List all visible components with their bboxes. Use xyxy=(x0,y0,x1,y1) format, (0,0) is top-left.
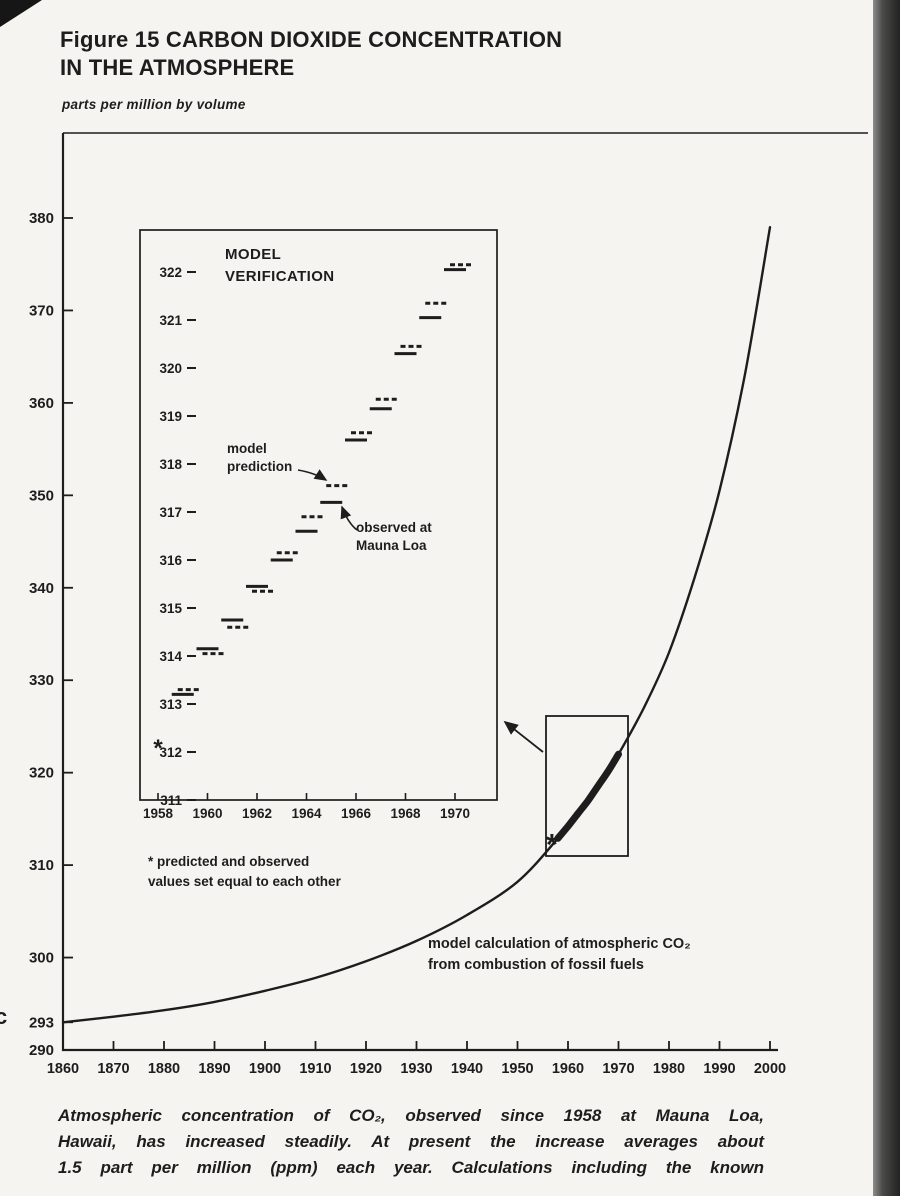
svg-text:293: 293 xyxy=(29,1014,54,1031)
svg-text:1966: 1966 xyxy=(341,806,372,821)
svg-text:1970: 1970 xyxy=(602,1061,634,1077)
svg-text:314: 314 xyxy=(159,649,182,664)
model-calculation-annotation: model calculation of atmospheric CO₂ fro… xyxy=(428,934,691,976)
svg-text:330: 330 xyxy=(29,672,54,689)
figure-title-line2: IN THE ATMOSPHERE xyxy=(60,55,295,81)
model-label-line1: model xyxy=(227,441,267,456)
svg-text:350: 350 xyxy=(29,487,54,504)
caption-line: Atmospheric concentration of CO₂, observ… xyxy=(58,1106,764,1125)
inset-title-line2: VERIFICATION xyxy=(225,267,335,285)
svg-text:1930: 1930 xyxy=(400,1061,432,1077)
svg-text:1950: 1950 xyxy=(501,1061,533,1077)
figure-title: Figure 15 CARBON DIOXIDE CONCENTRATION I… xyxy=(60,26,562,82)
scan-corner-artifact xyxy=(0,0,42,27)
svg-text:311: 311 xyxy=(160,793,182,808)
asterisk-footnote: * predicted and observed values set equa… xyxy=(148,852,341,891)
main-chart: 290 293 300 310 320 330 340 350 360 370 380 1860 187… xyxy=(29,132,868,1077)
svg-text:313: 313 xyxy=(159,697,182,712)
svg-text:290: 290 xyxy=(29,1042,54,1059)
svg-text:320: 320 xyxy=(159,361,182,376)
observed-label-arrow xyxy=(340,505,358,531)
curve-note-line2: from combustion of fossil fuels xyxy=(428,957,644,974)
y-axis-units-label: parts per million by volume xyxy=(62,97,246,112)
inset-chart-title: MODEL VERIFICATION xyxy=(225,244,335,288)
model-label-arrow xyxy=(297,469,328,481)
svg-text:1880: 1880 xyxy=(148,1061,180,1077)
footnote-line2: values set equal to each other xyxy=(148,873,341,889)
svg-text:2000: 2000 xyxy=(754,1061,786,1077)
inset-frame xyxy=(139,229,498,801)
svg-text:1940: 1940 xyxy=(451,1061,483,1077)
svg-text:312: 312 xyxy=(159,745,182,760)
svg-text:1920: 1920 xyxy=(350,1061,382,1077)
svg-text:318: 318 xyxy=(159,457,182,472)
caption-line: 1.5 part per million (ppm) each year. Ca… xyxy=(58,1157,764,1177)
figure-title-line1: Figure 15 CARBON DIOXIDE CONCENTRATION xyxy=(60,27,563,52)
inset-title-line1: MODEL xyxy=(225,246,282,263)
curve-note-line1: model calculation of atmospheric CO₂ xyxy=(428,936,691,952)
svg-text:1968: 1968 xyxy=(390,806,421,821)
svg-text:370: 370 xyxy=(29,302,54,319)
svg-text:322: 322 xyxy=(159,265,182,280)
svg-text:316: 316 xyxy=(159,553,182,568)
zoom-region-box xyxy=(545,715,629,857)
svg-text:310: 310 xyxy=(29,857,54,874)
svg-text:317: 317 xyxy=(159,505,182,520)
svg-text:1870: 1870 xyxy=(97,1061,129,1077)
scan-stray-mark: c xyxy=(0,1004,8,1029)
svg-text:1860: 1860 xyxy=(47,1061,79,1077)
model-prediction-annotation: model prediction xyxy=(227,440,292,475)
svg-text:1960: 1960 xyxy=(552,1061,584,1077)
svg-text:1990: 1990 xyxy=(703,1061,735,1077)
svg-text:1980: 1980 xyxy=(653,1061,685,1077)
inset-chart: 311 312 313 314 315 316 317 318 319 320 321 322 1958… xyxy=(139,229,498,821)
svg-text:380: 380 xyxy=(29,210,54,227)
figure-caption: Atmospheric concentration of CO₂, observ… xyxy=(58,1103,764,1180)
svg-text:1964: 1964 xyxy=(291,806,322,821)
svg-text:300: 300 xyxy=(29,950,54,967)
svg-text:315: 315 xyxy=(159,601,182,616)
curve-start-asterisk: * xyxy=(546,828,558,861)
svg-text:320: 320 xyxy=(29,765,54,782)
svg-text:360: 360 xyxy=(29,395,54,412)
observed-label-line1: observed at xyxy=(356,520,432,535)
svg-text:1960: 1960 xyxy=(192,806,222,821)
footnote-line1: * predicted and observed xyxy=(148,854,310,869)
observed-label-line2: Mauna Loa xyxy=(356,537,427,553)
inset-start-asterisk: * xyxy=(153,735,163,762)
svg-text:1958: 1958 xyxy=(143,806,174,821)
model-label-line2: prediction xyxy=(227,458,293,474)
model-calculation-curve xyxy=(61,226,772,1024)
svg-text:1970: 1970 xyxy=(440,806,470,821)
observed-thick-segment xyxy=(554,750,622,842)
caption-line: Hawaii, has increased steadily. At prese… xyxy=(58,1131,764,1151)
svg-text:1910: 1910 xyxy=(299,1061,331,1077)
svg-text:1900: 1900 xyxy=(249,1061,281,1077)
svg-text:321: 321 xyxy=(159,313,182,328)
svg-text:319: 319 xyxy=(159,409,182,424)
observed-mauna-loa-annotation: observed at Mauna Loa xyxy=(356,519,432,554)
svg-text:1962: 1962 xyxy=(242,806,272,821)
scan-edge-shadow xyxy=(873,0,900,1196)
zoom-arrow xyxy=(503,720,544,753)
svg-text:1890: 1890 xyxy=(198,1061,230,1077)
svg-text:340: 340 xyxy=(29,580,54,597)
